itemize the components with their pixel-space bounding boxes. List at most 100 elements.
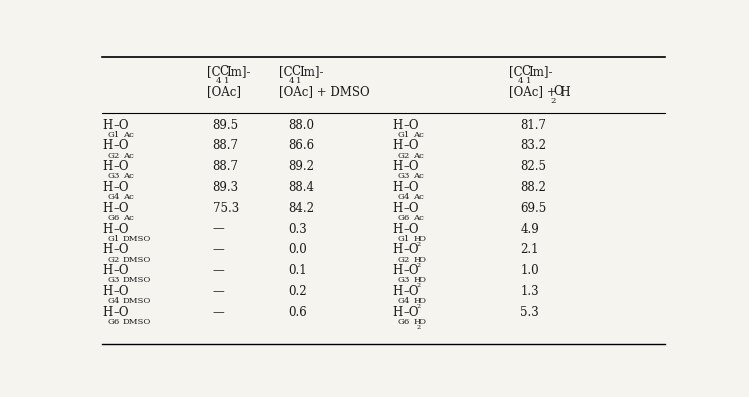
Text: G4: G4	[398, 193, 410, 201]
Text: 2: 2	[550, 96, 556, 105]
Text: H: H	[392, 160, 403, 173]
Text: Ac: Ac	[123, 131, 133, 139]
Text: H: H	[103, 181, 112, 194]
Text: Ac: Ac	[413, 172, 424, 181]
Text: 84.2: 84.2	[288, 202, 314, 215]
Text: G4: G4	[398, 297, 410, 305]
Text: G6: G6	[107, 318, 119, 326]
Text: —: —	[213, 243, 225, 256]
Text: H: H	[392, 243, 403, 256]
Text: –O: –O	[114, 181, 129, 194]
Text: 89.3: 89.3	[213, 181, 239, 194]
Text: H: H	[413, 276, 420, 284]
Text: Ac: Ac	[413, 131, 424, 139]
Text: 1: 1	[526, 77, 531, 85]
Text: DMSO: DMSO	[123, 256, 151, 264]
Text: G1: G1	[107, 235, 119, 243]
Text: O: O	[419, 276, 426, 284]
Text: —: —	[213, 306, 225, 319]
Text: Ac: Ac	[123, 214, 133, 222]
Text: H: H	[392, 223, 403, 235]
Text: –O: –O	[404, 160, 419, 173]
Text: G4: G4	[107, 193, 120, 201]
Text: –O: –O	[114, 160, 129, 173]
Text: G4: G4	[107, 297, 120, 305]
Text: 4: 4	[216, 77, 222, 85]
Text: 89.5: 89.5	[213, 119, 239, 132]
Text: –O: –O	[404, 306, 419, 319]
Text: C: C	[521, 65, 530, 78]
Text: Ac: Ac	[413, 193, 424, 201]
Text: H: H	[392, 119, 403, 132]
Text: H: H	[103, 264, 112, 277]
Text: G3: G3	[107, 276, 120, 284]
Text: C: C	[219, 65, 228, 78]
Text: 2.1: 2.1	[521, 243, 539, 256]
Text: H: H	[103, 285, 112, 298]
Text: H: H	[392, 285, 403, 298]
Text: G1: G1	[398, 235, 410, 243]
Text: –O: –O	[114, 139, 129, 152]
Text: H: H	[413, 297, 420, 305]
Text: G2: G2	[398, 152, 410, 160]
Text: DMSO: DMSO	[123, 235, 151, 243]
Text: 81.7: 81.7	[521, 119, 546, 132]
Text: G6: G6	[398, 214, 410, 222]
Text: O: O	[419, 297, 426, 305]
Text: G1: G1	[107, 131, 119, 139]
Text: G1: G1	[398, 131, 410, 139]
Text: 2: 2	[416, 262, 420, 268]
Text: H: H	[392, 264, 403, 277]
Text: 86.6: 86.6	[288, 139, 315, 152]
Text: H: H	[103, 243, 112, 256]
Text: 1.3: 1.3	[521, 285, 539, 298]
Text: –O: –O	[404, 181, 419, 194]
Text: H: H	[413, 256, 420, 264]
Text: 82.5: 82.5	[521, 160, 546, 173]
Text: G6: G6	[398, 318, 410, 326]
Text: Im]-: Im]-	[227, 65, 252, 78]
Text: 0.6: 0.6	[288, 306, 307, 319]
Text: 88.0: 88.0	[288, 119, 314, 132]
Text: –O: –O	[404, 223, 419, 235]
Text: DMSO: DMSO	[123, 318, 151, 326]
Text: G3: G3	[107, 172, 120, 181]
Text: H: H	[103, 306, 112, 319]
Text: 0.1: 0.1	[288, 264, 306, 277]
Text: H: H	[413, 235, 420, 243]
Text: –O: –O	[114, 243, 129, 256]
Text: 88.7: 88.7	[213, 139, 239, 152]
Text: 2: 2	[416, 283, 420, 288]
Text: G6: G6	[107, 214, 119, 222]
Text: O: O	[419, 318, 426, 326]
Text: 88.2: 88.2	[521, 181, 546, 194]
Text: 88.4: 88.4	[288, 181, 314, 194]
Text: 83.2: 83.2	[521, 139, 546, 152]
Text: –O: –O	[114, 264, 129, 277]
Text: H: H	[103, 119, 112, 132]
Text: 4: 4	[518, 77, 524, 85]
Text: 75.3: 75.3	[213, 202, 239, 215]
Text: H: H	[392, 306, 403, 319]
Text: 4.9: 4.9	[521, 223, 539, 235]
Text: Ac: Ac	[413, 214, 424, 222]
Text: 69.5: 69.5	[521, 202, 547, 215]
Text: —: —	[213, 264, 225, 277]
Text: C: C	[291, 65, 300, 78]
Text: 0.3: 0.3	[288, 223, 307, 235]
Text: G2: G2	[107, 256, 119, 264]
Text: 5.3: 5.3	[521, 306, 539, 319]
Text: 4: 4	[288, 77, 294, 85]
Text: 88.7: 88.7	[213, 160, 239, 173]
Text: H: H	[392, 181, 403, 194]
Text: Im]-: Im]-	[529, 65, 554, 78]
Text: Im]-: Im]-	[300, 65, 324, 78]
Text: O: O	[419, 235, 426, 243]
Text: O: O	[554, 85, 562, 98]
Text: Ac: Ac	[123, 193, 133, 201]
Text: H: H	[103, 139, 112, 152]
Text: [C: [C	[279, 65, 293, 78]
Text: [C: [C	[509, 65, 522, 78]
Text: 89.2: 89.2	[288, 160, 314, 173]
Text: –O: –O	[404, 285, 419, 298]
